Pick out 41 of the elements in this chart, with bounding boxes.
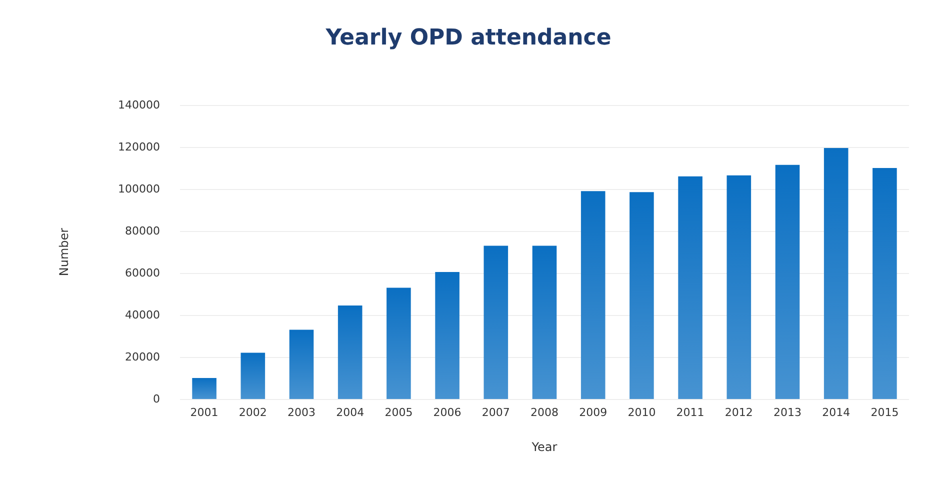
- y-tick-label: 20000: [125, 350, 160, 364]
- y-tick-label: 0: [153, 392, 160, 406]
- y-tick-label: 80000: [125, 224, 160, 238]
- y-tick-label: 140000: [118, 98, 160, 112]
- chart-title: Yearly OPD attendance: [324, 26, 612, 50]
- x-tick-label: 2001: [190, 406, 218, 419]
- y-tick-label: 60000: [125, 266, 160, 280]
- bar: [435, 272, 460, 399]
- bar: [630, 192, 654, 399]
- bar: [289, 330, 314, 399]
- x-tick-label: 2009: [579, 406, 608, 419]
- bar: [824, 148, 848, 399]
- bar: [484, 246, 508, 399]
- x-tick-label: 2004: [336, 406, 364, 419]
- bar: [872, 168, 897, 399]
- y-axis-title: Number: [57, 228, 71, 276]
- bar: [580, 191, 606, 399]
- bar: [775, 164, 800, 399]
- bar: [240, 352, 266, 399]
- x-tick-label: 2007: [482, 406, 510, 419]
- bar: [338, 306, 362, 399]
- bar: [532, 246, 557, 399]
- x-tick-label: 2005: [384, 406, 413, 419]
- x-tick-label: 2002: [238, 406, 267, 419]
- y-tick-label: 40000: [125, 308, 160, 322]
- x-axis-title: Year: [530, 440, 558, 454]
- x-tick-label: 2011: [676, 406, 704, 419]
- y-tick-label: 100000: [118, 182, 160, 196]
- bar: [678, 176, 702, 399]
- x-tick-label: 2015: [870, 406, 899, 419]
- bar: [192, 378, 216, 399]
- x-tick-label: 2006: [433, 406, 462, 419]
- y-tick-label: 120000: [118, 140, 160, 154]
- x-tick-label: 2010: [628, 406, 656, 419]
- bar: [726, 175, 752, 399]
- x-tick-label: 2013: [774, 406, 802, 419]
- x-tick-label: 2003: [288, 406, 316, 419]
- x-tick-label: 2012: [724, 406, 753, 419]
- bar: [386, 288, 411, 399]
- x-tick-label: 2008: [530, 406, 558, 419]
- x-tick-label: 2014: [822, 406, 850, 419]
